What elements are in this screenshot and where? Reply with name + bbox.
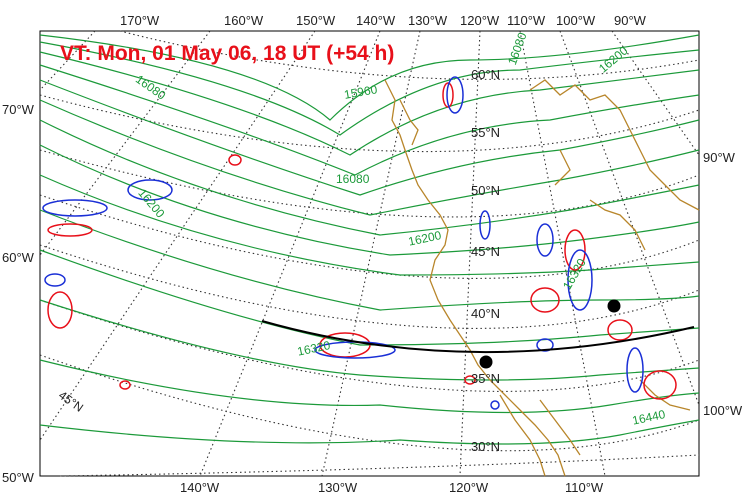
height-contour [39, 119, 700, 236]
height-contour [39, 299, 700, 381]
map-title: VT: Mon, 01 May 06, 18 UT (+54 h) [60, 42, 395, 65]
lon-label-left: 50°W [2, 470, 34, 485]
lat-25n-line [59, 454, 700, 477]
lon-label-top: 160°W [224, 13, 264, 28]
anomaly-contour [530, 287, 560, 313]
anomaly-contour [446, 76, 464, 114]
lat-label: 60°N [471, 67, 501, 82]
anomaly-contour [319, 332, 371, 358]
anomaly-contour [464, 375, 476, 385]
height-contour [39, 79, 700, 196]
anomaly-contour [228, 154, 242, 166]
anomaly-contour [607, 319, 633, 341]
coastline-north [529, 79, 700, 211]
lon-label-bottom: 120°W [449, 480, 489, 495]
meridian-160w [39, 30, 211, 256]
map-frame [39, 30, 700, 477]
coastline-islands [399, 99, 419, 146]
lon-label-top: 140°W [356, 13, 396, 28]
anomaly-contour [626, 347, 644, 393]
lon-label-top: 110°W [507, 13, 546, 28]
lon-label-bottom: 130°W [318, 480, 358, 495]
height-contour [39, 419, 700, 445]
lon-label-bottom: 140°W [180, 480, 220, 495]
height-contour [39, 41, 700, 136]
latitude-lines [39, 30, 700, 477]
height-contour [39, 174, 700, 276]
height-contour [39, 64, 700, 176]
positive-anomaly-contours [47, 82, 677, 400]
anomaly-contour [44, 273, 66, 287]
lat-label: 35°N [471, 371, 501, 386]
coastline-baja [499, 394, 546, 477]
anomaly-contour [567, 249, 593, 311]
lon-label-bottom: 110°W [565, 480, 604, 495]
anomaly-contour [536, 223, 554, 257]
height-contour [39, 209, 700, 311]
lon-label-top: 120°W [460, 13, 500, 28]
coastline-gulf [539, 399, 581, 456]
lon-label-top: 170°W [120, 13, 160, 28]
lon-label-top: 130°W [408, 13, 448, 28]
lat-label: 45°N [471, 244, 501, 259]
cross-section-point [607, 299, 621, 313]
lat-label: 30°N [471, 439, 501, 454]
anomaly-contour [127, 179, 173, 201]
height-contour [39, 359, 700, 414]
coastline-lakes [589, 199, 646, 251]
anomaly-contour [47, 291, 73, 329]
contour-label: 16080 [336, 172, 370, 186]
coastline-gulf-coast [639, 379, 691, 411]
meridian-90w [611, 30, 700, 156]
lon-label-top: 150°W [296, 13, 336, 28]
lon-label-top: 90°W [614, 13, 646, 28]
cross-section-point [479, 355, 493, 369]
anomaly-contour [536, 338, 554, 352]
lon-label-right: 90°W [703, 150, 735, 165]
lon-label-left: 60°W [2, 250, 34, 265]
anomaly-contour [643, 370, 677, 400]
height-contour [39, 51, 700, 156]
meridian-100w [559, 30, 700, 406]
meridian-lines [39, 30, 700, 477]
lon-label-top: 100°W [556, 13, 596, 28]
anomaly-contour [442, 82, 454, 108]
lon-label-left: 70°W [2, 102, 34, 117]
negative-anomaly-contours [42, 76, 644, 410]
anomaly-contour [490, 400, 500, 410]
coastline-bay [554, 149, 571, 186]
anomaly-contour [47, 223, 93, 237]
cross-section-line [261, 320, 695, 354]
lat-label: 50°N [471, 183, 501, 198]
height-contour [39, 34, 700, 121]
anomaly-contour [564, 229, 586, 271]
lat-label: 40°N [471, 306, 501, 321]
anomaly-contour [119, 380, 131, 390]
lat-label: 55°N [471, 125, 501, 140]
lat-55n-line [39, 94, 700, 153]
height-contour [39, 99, 700, 216]
coastline-west [384, 79, 566, 477]
anomaly-contour [42, 199, 108, 217]
meridian-150w [39, 30, 316, 441]
lon-label-right: 100°W [703, 403, 743, 418]
coastlines [384, 79, 700, 477]
anomaly-contour [479, 210, 491, 240]
